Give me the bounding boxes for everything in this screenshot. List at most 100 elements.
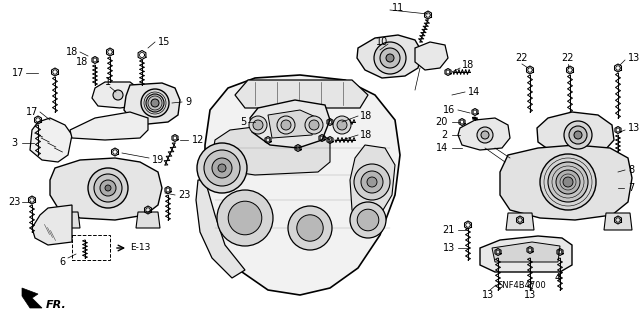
Text: 21: 21: [443, 225, 455, 235]
Circle shape: [574, 131, 582, 139]
Circle shape: [281, 120, 291, 130]
Polygon shape: [50, 158, 162, 220]
Text: 13: 13: [628, 123, 640, 133]
Circle shape: [277, 116, 295, 134]
Polygon shape: [32, 205, 72, 245]
Circle shape: [564, 121, 592, 149]
Circle shape: [288, 206, 332, 250]
Polygon shape: [30, 118, 72, 162]
Text: 5: 5: [240, 117, 246, 127]
Circle shape: [367, 177, 377, 187]
Text: 2: 2: [442, 130, 448, 140]
Text: 15: 15: [158, 37, 170, 47]
Text: 10: 10: [376, 37, 388, 47]
Circle shape: [357, 209, 379, 231]
Polygon shape: [70, 112, 148, 140]
Circle shape: [556, 170, 580, 194]
Circle shape: [218, 164, 226, 172]
Circle shape: [297, 215, 323, 241]
Text: 14: 14: [436, 143, 448, 153]
Circle shape: [361, 171, 383, 193]
Circle shape: [477, 127, 493, 143]
Circle shape: [204, 150, 240, 186]
Text: 17: 17: [26, 107, 38, 117]
Polygon shape: [136, 212, 160, 228]
Circle shape: [374, 42, 406, 74]
Circle shape: [146, 94, 164, 112]
Polygon shape: [196, 180, 245, 278]
Circle shape: [141, 89, 169, 117]
Circle shape: [354, 164, 390, 200]
Circle shape: [380, 48, 400, 68]
Circle shape: [197, 143, 247, 193]
Polygon shape: [480, 236, 572, 272]
Text: 9: 9: [185, 97, 191, 107]
Circle shape: [88, 168, 128, 208]
Text: 14: 14: [468, 87, 480, 97]
Text: 1: 1: [105, 77, 111, 87]
Circle shape: [249, 116, 267, 134]
Circle shape: [100, 180, 116, 196]
Bar: [72, 235, 110, 260]
Text: 18: 18: [360, 111, 372, 121]
Text: 19: 19: [152, 155, 164, 165]
Text: 13: 13: [628, 53, 640, 63]
Text: 22: 22: [516, 53, 528, 63]
Circle shape: [253, 120, 263, 130]
Polygon shape: [124, 83, 180, 124]
Circle shape: [333, 116, 351, 134]
Circle shape: [94, 174, 122, 202]
Text: 6: 6: [59, 257, 65, 267]
Text: 11: 11: [392, 3, 404, 13]
Circle shape: [113, 90, 123, 100]
Text: 20: 20: [436, 117, 448, 127]
Text: 18: 18: [462, 60, 474, 70]
Polygon shape: [268, 110, 318, 138]
Polygon shape: [604, 213, 632, 230]
Circle shape: [350, 202, 386, 238]
Text: 22: 22: [562, 53, 574, 63]
Text: 12: 12: [192, 135, 204, 145]
Text: 16: 16: [443, 105, 455, 115]
Text: 13: 13: [524, 290, 536, 300]
Polygon shape: [205, 75, 400, 295]
Polygon shape: [235, 80, 368, 108]
Polygon shape: [506, 213, 534, 230]
Text: 18: 18: [76, 57, 88, 67]
Polygon shape: [500, 145, 632, 220]
Circle shape: [569, 126, 587, 144]
Text: 23: 23: [8, 197, 20, 207]
Polygon shape: [350, 145, 395, 222]
Circle shape: [217, 190, 273, 246]
Polygon shape: [537, 112, 614, 155]
Text: 8: 8: [628, 165, 634, 175]
Circle shape: [548, 162, 588, 202]
Text: 7: 7: [628, 183, 634, 193]
Polygon shape: [458, 118, 510, 150]
Polygon shape: [492, 242, 560, 262]
Circle shape: [309, 120, 319, 130]
Circle shape: [105, 185, 111, 191]
Text: FR.: FR.: [46, 300, 67, 310]
Text: E-13: E-13: [130, 243, 150, 253]
Text: 13: 13: [482, 290, 494, 300]
Polygon shape: [415, 42, 448, 70]
Circle shape: [563, 177, 573, 187]
Text: SNF4B4700: SNF4B4700: [498, 281, 547, 291]
Circle shape: [305, 116, 323, 134]
Text: 13: 13: [443, 243, 455, 253]
Circle shape: [481, 131, 489, 139]
Text: 18: 18: [66, 47, 78, 57]
Circle shape: [386, 54, 394, 62]
Polygon shape: [250, 100, 330, 148]
Polygon shape: [56, 212, 80, 228]
Polygon shape: [22, 288, 42, 308]
Polygon shape: [92, 82, 140, 108]
Polygon shape: [212, 125, 330, 175]
Circle shape: [151, 99, 159, 107]
Text: 3: 3: [11, 138, 17, 148]
Circle shape: [228, 201, 262, 235]
Polygon shape: [357, 35, 422, 78]
Circle shape: [337, 120, 347, 130]
Circle shape: [540, 154, 596, 210]
